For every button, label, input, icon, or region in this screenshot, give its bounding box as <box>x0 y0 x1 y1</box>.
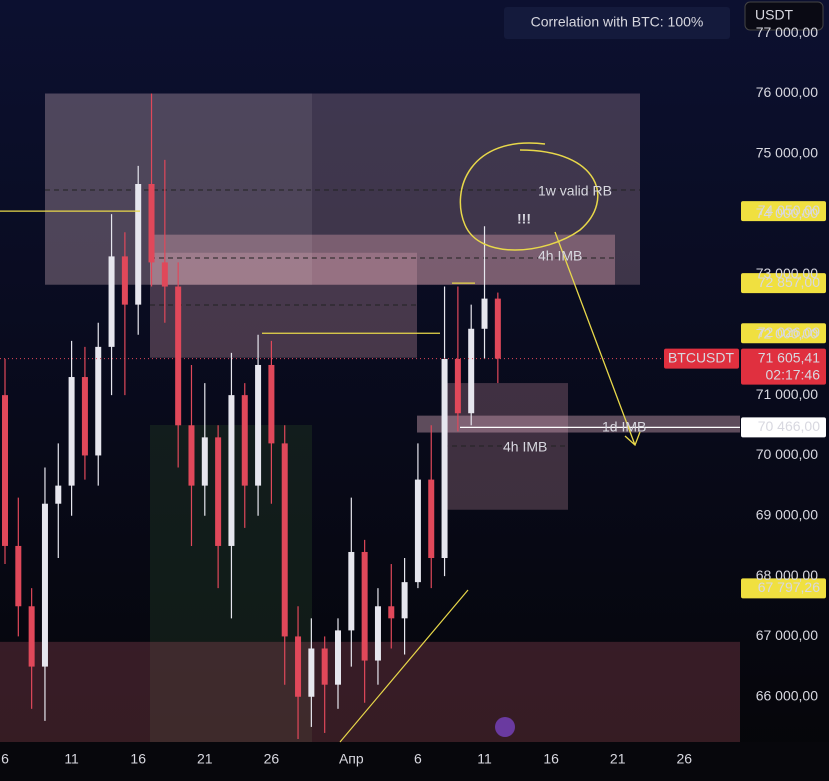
y-tick-label: 77 000,00 <box>756 24 818 40</box>
x-tick-label: 26 <box>677 751 693 767</box>
zone <box>150 252 417 358</box>
trend-line <box>339 589 469 743</box>
y-tick-label: 75 000,00 <box>756 145 818 161</box>
currency[interactable]: USDT <box>755 7 794 23</box>
zone <box>45 93 640 285</box>
annotation: 4h IMB <box>538 248 582 264</box>
candle-body <box>148 183 155 263</box>
candle-body <box>41 503 48 667</box>
x-tick-label: 26 <box>264 751 280 767</box>
candle-body <box>2 395 8 546</box>
x-tick-label: 16 <box>130 751 146 767</box>
candle-body <box>215 437 222 546</box>
price-label: 74 050,00 <box>758 202 820 218</box>
candle-body <box>361 551 368 661</box>
candle-body <box>241 395 248 486</box>
candle-body <box>335 630 341 685</box>
candle-body <box>428 479 435 559</box>
symbol-box <box>664 348 739 369</box>
candle-body <box>441 358 448 559</box>
candle-body <box>414 479 421 583</box>
candle-body <box>348 551 355 631</box>
price-label: 70 466,00 <box>758 418 820 434</box>
hand-circle <box>459 142 599 251</box>
candle-body <box>308 648 315 697</box>
candle-body <box>401 582 408 619</box>
x-tick-label: 6 <box>1 751 9 767</box>
x-tick-label: Апр <box>339 751 364 767</box>
y-tick-label: 74 000,00 <box>756 205 818 221</box>
price-label-box <box>741 348 826 385</box>
candle-body <box>68 377 75 486</box>
symbol: BTCUSDT <box>668 349 735 365</box>
x-tick-label: 16 <box>543 751 559 767</box>
candle-body <box>95 346 102 456</box>
candle-body <box>468 328 475 414</box>
x-tick-label: 6 <box>414 751 422 767</box>
zone-light <box>45 93 312 285</box>
currency-button[interactable] <box>744 1 824 31</box>
candle-body <box>161 262 168 287</box>
annotation: 4h IMB <box>503 439 547 455</box>
candle-body <box>121 256 128 305</box>
y-tick-label: 73 000,00 <box>756 265 818 281</box>
arrow <box>554 231 641 447</box>
candle-body <box>135 183 142 305</box>
candle-body <box>454 358 461 414</box>
price-label-box <box>741 273 826 294</box>
countdown: 02:17:46 <box>766 366 821 382</box>
x-axis-strip <box>0 742 829 781</box>
price-label-box <box>741 323 826 344</box>
y-tick-label: 68 000,00 <box>756 567 818 583</box>
annotation: 1w valid RB <box>538 183 612 199</box>
price-label-box <box>741 201 826 222</box>
candle-body <box>321 648 328 685</box>
candle-body <box>175 286 182 426</box>
y-tick-label: 72 000,00 <box>756 326 818 342</box>
flash-icon[interactable] <box>495 717 515 737</box>
x-tick-label: 11 <box>477 751 492 767</box>
candle-body <box>374 606 381 661</box>
candle-body <box>108 256 115 347</box>
y-tick-label: 70 000,00 <box>756 446 818 462</box>
candle-body <box>228 395 235 546</box>
x-tick-label: 21 <box>610 751 626 767</box>
annotation: !!! <box>517 211 531 227</box>
candle-body <box>494 298 501 359</box>
annotation: 1d IMB <box>602 419 646 435</box>
zone <box>417 415 740 433</box>
candle-body <box>388 606 395 619</box>
x-tick-label: 21 <box>197 751 213 767</box>
price-label-box <box>741 578 826 599</box>
candle-body <box>201 437 208 486</box>
zone <box>150 234 615 285</box>
y-tick-label: 76 000,00 <box>756 84 818 100</box>
y-tick-label: 66 000,00 <box>756 687 818 703</box>
y-tick-label: 69 000,00 <box>756 506 818 522</box>
candle-body <box>55 485 62 504</box>
candle-body <box>255 364 262 486</box>
y-tick-label: 67 000,00 <box>756 627 818 643</box>
correlation-badge: Correlation with BTC: 100% <box>531 14 704 30</box>
candle-body <box>295 636 302 697</box>
price-label: 72 857,00 <box>758 274 820 290</box>
badge <box>504 7 730 39</box>
candle-body <box>28 606 35 667</box>
price-label: 71 605,41 <box>758 349 820 365</box>
y-tick-label: 71 000,00 <box>756 386 818 402</box>
candle-body <box>281 443 288 637</box>
candle-body <box>188 425 195 486</box>
candle-body <box>481 298 488 329</box>
zone <box>0 641 740 742</box>
price-label: 72 026,09 <box>758 324 820 340</box>
candle-body <box>268 364 275 444</box>
x-tick-label: 11 <box>64 751 79 767</box>
candle-body <box>15 545 22 607</box>
price-label-box <box>741 417 826 438</box>
candle-body <box>81 377 88 456</box>
price-label: 67 797,26 <box>758 579 820 595</box>
